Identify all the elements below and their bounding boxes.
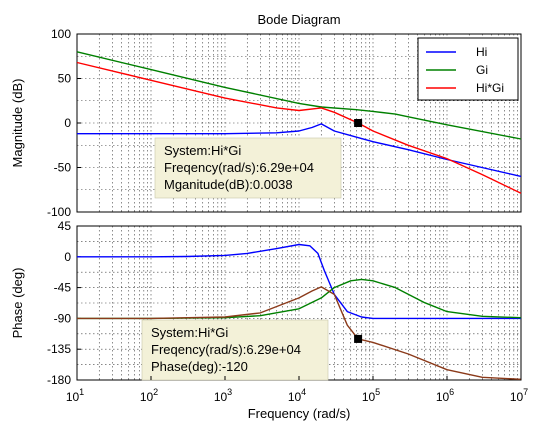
magnitude-y-tick-label: 0 (64, 116, 71, 130)
magnitude-datatip-line: Mganitude(dB):0.0038 (164, 177, 293, 192)
phase-y-tick-label: 0 (64, 250, 71, 264)
phase-datatip-line: Freqency(rad/s):6.29e+04 (151, 342, 301, 357)
magnitude-y-tick-label: 100 (51, 27, 71, 41)
magnitude-series-hi-x-gi (76, 61, 522, 194)
magnitude-series-gi (76, 51, 522, 140)
legend-entry: Hi (476, 45, 487, 59)
magnitude-series-hi (77, 123, 522, 178)
magnitude-datatip: System:Hi*Gi Freqency(rad/s):6.29e+04 Mgan… (154, 137, 342, 199)
phase-y-tick-label: -45 (54, 281, 72, 295)
magnitude-datatip-line: System:Hi*Gi (164, 143, 241, 158)
x-tick-label: 103 (214, 387, 232, 404)
magnitude-datatip-marker (354, 118, 363, 127)
x-tick-label: 106 (436, 387, 454, 404)
phase-series-hi-x-gi (77, 286, 522, 380)
legend: Hi Gi Hi*Gi (417, 37, 519, 101)
phase-y-tick-label: -135 (47, 342, 71, 356)
magnitude-y-tick-label: -50 (54, 161, 72, 175)
phase-datatip-marker (354, 334, 363, 343)
x-tick-label: 107 (510, 387, 528, 404)
legend-entry: Hi*Gi (476, 81, 504, 95)
phase-y-axis-label: Phase (deg) (10, 268, 25, 339)
x-tick-label: 102 (140, 387, 158, 404)
phase-series-gi (77, 278, 522, 320)
magnitude-y-tick-label: -100 (47, 205, 71, 219)
phase-series-hi (77, 243, 521, 320)
magnitude-datatip-line: Freqency(rad/s):6.29e+04 (164, 160, 314, 175)
phase-datatip: System:Hi*Gi Freqency(rad/s):6.29e+04 Phas… (141, 319, 329, 381)
legend-box (417, 37, 519, 101)
x-tick-label: 101 (66, 387, 84, 404)
magnitude-y-tick-label: 50 (58, 72, 72, 86)
phase-datatip-box (141, 319, 329, 381)
phase-datatip-line: System:Hi*Gi (151, 325, 228, 340)
phase-y-tick-label: 45 (58, 219, 72, 233)
magnitude-y-axis-label: Magnitude (dB) (10, 79, 25, 168)
phase-y-tick-label: -90 (54, 311, 72, 325)
x-tick-label: 104 (288, 387, 306, 404)
magnitude-panel: 100 50 0 -50 -100 Magnitude (dB) System:Hi*Gi F… (10, 27, 522, 219)
x-tick-label: 105 (362, 387, 380, 404)
magnitude-frame (76, 33, 522, 213)
legend-entry: Gi (476, 63, 488, 77)
phase-y-tick-label: -180 (47, 373, 71, 387)
phase-datatip-line: Phase(deg):-120 (151, 359, 248, 374)
chart-title: Bode Diagram (257, 12, 340, 27)
x-axis-label: Frequency (rad/s) (248, 406, 351, 421)
phase-panel: 45 0 -45 -90 -135 -180 Phase (deg) System:Hi*Gi… (10, 219, 528, 404)
magnitude-datatip-box (154, 137, 342, 199)
